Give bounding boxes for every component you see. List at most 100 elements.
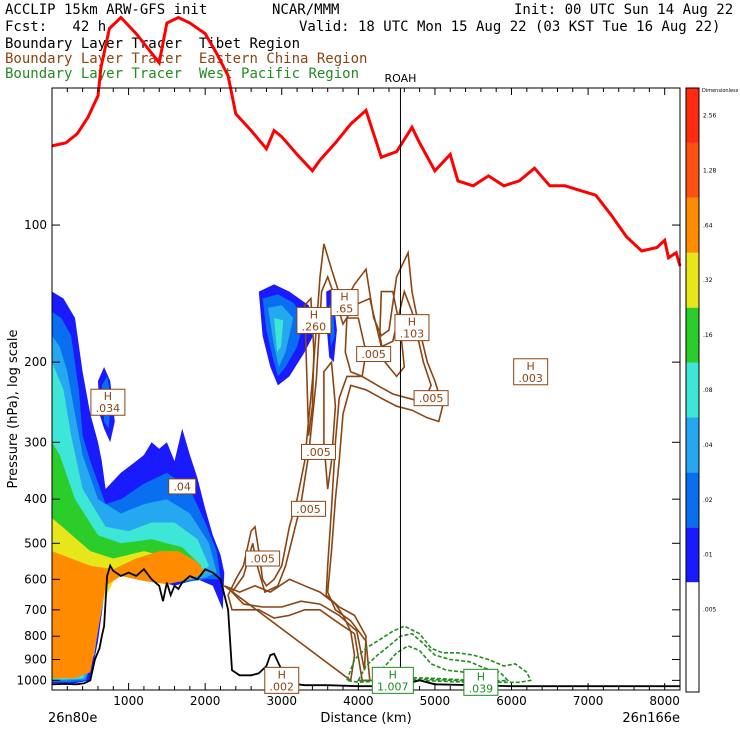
colorbar-tick-label-6: .16 [703, 332, 713, 339]
colorbar-segment-1 [686, 582, 699, 638]
contour-label-box-1 [330, 289, 359, 317]
legend-pacific-left: Boundary Layer Tracer [5, 66, 183, 82]
y-tick-label-400: 400 [24, 492, 47, 506]
contour-label-high-2: H [408, 316, 416, 329]
end-point-label: 26n166e [622, 711, 680, 726]
terrain-line [51, 563, 680, 688]
contour-label-box-3 [513, 358, 549, 386]
china-contour-0 [227, 243, 444, 682]
forecast-hour: Fcst: 42 h [5, 19, 107, 35]
tibet-blob-5 [274, 318, 284, 352]
valid-time: Valid: 18 UTC Mon 15 Aug 22 (03 KST Tue … [299, 19, 721, 35]
y-axis-label: Pressure (hPa), log scale [6, 330, 21, 489]
x-axis-label: Distance (km) [320, 711, 411, 726]
colorbar-segment-8 [686, 197, 699, 253]
x-tick-label-2000: 2000 [190, 694, 221, 708]
colorbar-tick-label-5: .08 [703, 387, 713, 394]
pacific-contour-1 [356, 632, 510, 683]
colorbar-segment-0 [686, 637, 699, 692]
colorbar: .005 .01 .02 .04 .08 .16 .32 .64 1.28 2.56 Dimensi… [685, 87, 739, 693]
plot-frame [51, 87, 681, 691]
contour-label-box-2 [394, 314, 430, 342]
contour-label-box-8 [245, 550, 281, 567]
contour-label-value-3: .003 [518, 372, 543, 385]
contour-label-box-10 [168, 478, 197, 495]
contour-label-high-1: H [340, 291, 348, 304]
colorbar-tick-label-1: .005 [703, 607, 717, 614]
colorbar-segment-3 [686, 472, 699, 528]
start-point-label: 26n80e [48, 711, 97, 726]
colorbar-tick-label-3: .02 [703, 497, 713, 504]
colorbar-tick-label-2: .01 [703, 552, 713, 559]
contour-label-box-7 [291, 500, 327, 517]
colorbar-segment-9 [686, 142, 699, 198]
contour-label-high-11: H [389, 668, 397, 681]
contour-label-high-13: H [278, 668, 286, 681]
contour-label-value-10: .04 [173, 480, 191, 493]
china-contour-3 [344, 317, 367, 378]
center-label: NCAR/MMM [272, 2, 340, 18]
axes-layer: 1000 2000 3000 4000 5000 6000 7000 8000 100 200 30… [6, 87, 681, 726]
tropopause-line [51, 15, 682, 267]
y-tick-label-200: 200 [24, 355, 47, 369]
china-contour-5 [223, 578, 356, 682]
roah-marker-label: ROAH [385, 72, 417, 85]
colorbar-segment-5 [686, 362, 699, 418]
contour-label-value-1: .65 [336, 303, 354, 316]
colorbar-tick-label-9: 1.28 [703, 167, 717, 174]
y-tick-label-300: 300 [24, 435, 47, 449]
y-tick-label-600: 600 [24, 572, 47, 586]
x-tick-label-1000: 1000 [113, 694, 144, 708]
y-tick-label-500: 500 [24, 536, 47, 550]
contour-label-high-3: H [527, 360, 535, 373]
colorbar-frame [685, 87, 700, 693]
tibet-shade-6 [52, 551, 206, 679]
legend-tibet-left: Boundary Layer Tracer [5, 36, 183, 52]
contour-label-value-5: .005 [419, 392, 444, 405]
colorbar-tick-label-8: .64 [703, 222, 713, 229]
x-tick-label-3000: 3000 [266, 694, 297, 708]
x-tick-label-4000: 4000 [343, 694, 374, 708]
legend-line-eastern-china: Boundary Layer Tracer Eastern China Regi… [5, 51, 367, 67]
y-tick-label-700: 700 [24, 603, 47, 617]
y-tick-label-1000: 1000 [16, 673, 47, 687]
legend-china-right: Eastern China Region [198, 51, 368, 67]
init-time: Init: 00 UTC Sun 14 Aug 22 [514, 2, 734, 18]
contour-labels-layer: H.260H.65H.103H.003.005.005.005.005.005H… [90, 289, 549, 696]
y-tick-label-800: 800 [24, 629, 47, 643]
contour-label-value-11: 1.007 [377, 680, 409, 693]
china-contour-2 [323, 360, 337, 490]
contour-label-high-9: H [104, 390, 112, 403]
colorbar-tick-label-10: 2.56 [703, 112, 717, 119]
colorbar-segment-6 [686, 307, 699, 363]
contour-label-high-12: H [477, 670, 485, 683]
contour-label-value-9: .034 [96, 402, 121, 415]
contour-label-high-0: H [310, 308, 318, 321]
contour-label-value-12: .039 [469, 682, 494, 695]
colorbar-tick-label-4: .04 [703, 442, 713, 449]
x-tick-label-6000: 6000 [496, 694, 527, 708]
contour-label-value-8: .005 [250, 553, 275, 566]
contour-label-box-5 [413, 390, 449, 407]
y-tick-label-900: 900 [24, 653, 47, 667]
colorbar-tick-label-7: .32 [703, 277, 713, 284]
contour-label-box-4 [356, 346, 392, 363]
contour-label-box-13 [264, 666, 300, 694]
model-title: ACCLIP 15km ARW-GFS init [5, 2, 208, 18]
y-tick-label-100: 100 [24, 218, 47, 232]
contour-label-value-13: .002 [270, 680, 295, 693]
legend-pacific-right: West Pacific Region [198, 66, 360, 82]
colorbar-title: Dimensionless [702, 88, 739, 94]
contour-label-box-0 [296, 306, 332, 334]
contour-label-value-0: .260 [302, 320, 327, 333]
x-tick-label-8000: 8000 [649, 694, 680, 708]
legend-line-west-pacific: Boundary Layer Tracer West Pacific Regio… [5, 66, 359, 82]
contour-label-box-9 [90, 388, 126, 416]
contour-label-box-11 [371, 666, 414, 694]
contour-label-value-6: .005 [306, 446, 331, 459]
colorbar-segment-7 [686, 252, 699, 308]
contour-label-value-2: .103 [400, 328, 425, 341]
pacific-contour-0 [345, 625, 532, 684]
